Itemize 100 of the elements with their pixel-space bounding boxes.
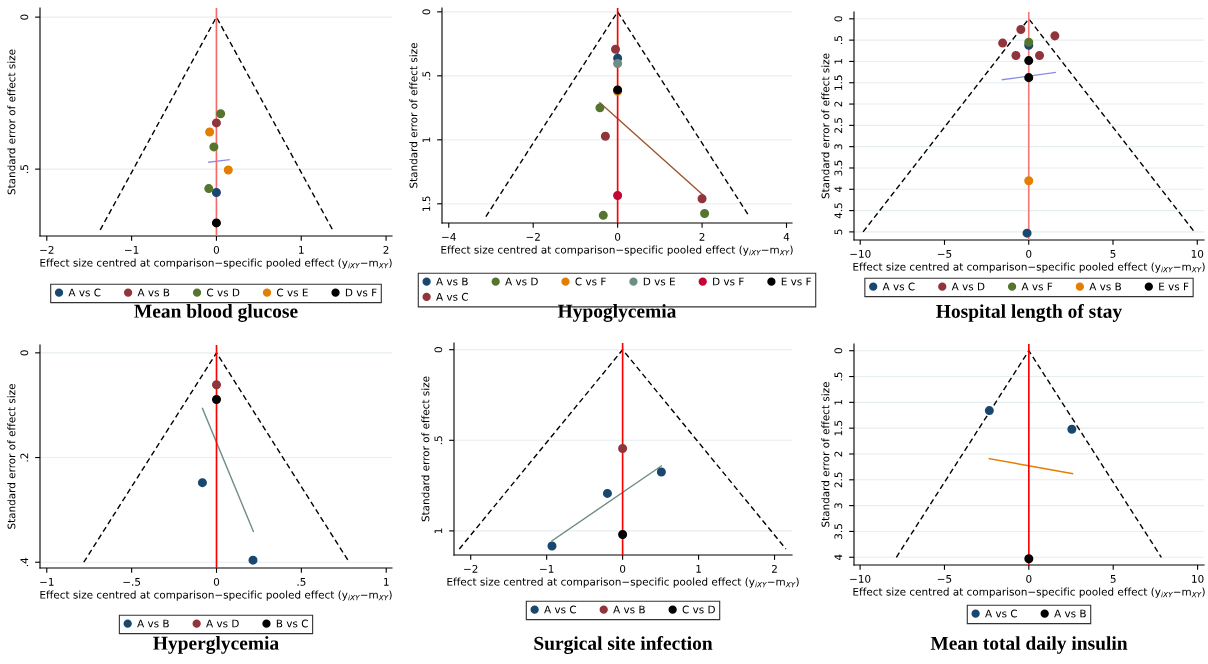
x-tick-label: −1 — [40, 578, 54, 586]
legend-label: C vs D — [682, 605, 715, 614]
x-tick-label: 0 — [1026, 574, 1032, 583]
x-tick-label: −10 — [850, 574, 871, 583]
x-axis-title: Effect size centred at comparison−specific pooled effect (y$_{iXY}$−m$_{XY}$) — [853, 262, 1205, 273]
x-tick-label: 0 — [213, 245, 220, 254]
legend-label: A vs B — [1089, 282, 1121, 291]
x-tick-label: 2 — [383, 245, 389, 254]
x-axis-title: Effect size centred at comparison−specific pooled effect (y$_{iXY}$−m$_{XY}$) — [40, 590, 392, 601]
text: Hospital length of stay — [936, 304, 1122, 322]
legend-label: A vs C — [985, 609, 1018, 618]
y-tick-label: 4 — [834, 186, 843, 193]
y-tick-label: 0 — [434, 347, 443, 353]
y-tick-label: .5 — [434, 436, 443, 445]
x-tick-label: −2 — [526, 232, 540, 241]
legend-label: C vs D — [207, 288, 240, 297]
y-tick-label: 4 — [834, 554, 843, 561]
y-tick-label: 1.5 — [834, 75, 843, 90]
x-tick-label: −5 — [937, 250, 952, 258]
y-axis-title: Standard error of effect size — [7, 384, 16, 529]
x-tick-label: 1 — [299, 246, 304, 254]
y-tick-label: .2 — [20, 453, 29, 462]
legend-label: C vs F — [575, 277, 606, 286]
y-tick-label: 1 — [434, 528, 443, 534]
y-tick-label: .5 — [834, 372, 843, 381]
y-tick-label: 2 — [834, 101, 843, 107]
x-tick-label: −2 — [40, 245, 54, 254]
x-tick-label: −1 — [540, 565, 554, 573]
y-axis-title: Standard error of effect size — [821, 382, 830, 527]
legend-label: A vs C — [68, 288, 101, 297]
x-tick-label: −1 — [125, 246, 139, 254]
text: Mean blood glucose — [134, 304, 298, 322]
legend-label: D vs F — [713, 277, 744, 286]
legend-label: E vs F — [1159, 282, 1189, 291]
y-tick-label: 0 — [20, 14, 29, 20]
x-tick-label: −2 — [464, 564, 478, 573]
y-tick-label: 0 — [834, 16, 843, 22]
y-axis-title: Standard error of effect size — [7, 49, 16, 195]
x-tick-label: 4 — [783, 233, 790, 241]
y-axis-title: Standard error of effect size — [409, 43, 418, 188]
x-tick-label: 0 — [619, 564, 626, 573]
x-tick-label: −4 — [442, 233, 456, 241]
legend-label: E vs F — [781, 277, 811, 286]
legend-label: A vs B — [613, 605, 645, 614]
text: Hyperglycemia — [153, 636, 279, 654]
x-tick-label: .5 — [297, 578, 306, 586]
legend-label: D vs E — [643, 277, 675, 286]
legend-label: A vs B — [137, 288, 170, 297]
x-tick-label: −.5 — [123, 578, 141, 586]
x-tick-label: 0 — [1026, 249, 1032, 258]
x-tick-label: 1 — [384, 578, 389, 586]
legend-label: D vs F — [345, 288, 377, 297]
y-tick-label: .5 — [20, 165, 29, 173]
x-tick-label: 1 — [696, 565, 701, 573]
y-tick-label: 3.5 — [834, 524, 843, 539]
legend-label: B vs C — [276, 619, 308, 628]
x-axis-title: Effect size centred at comparison−specific pooled effect (y$_{iXY}$−m$_{XY}$) — [441, 245, 793, 256]
y-tick-label: 1 — [834, 400, 843, 405]
y-tick-label: .5 — [834, 36, 843, 44]
y-tick-label: 3 — [834, 144, 843, 150]
y-axis-title: Standard error of effect size — [821, 53, 830, 199]
y-tick-label: 0 — [422, 9, 431, 15]
x-tick-label: 5 — [1110, 250, 1116, 258]
x-tick-label: 0 — [615, 232, 621, 241]
y-tick-label: 1 — [422, 137, 431, 142]
legend-label: A vs F — [1021, 282, 1053, 291]
x-tick-label: 5 — [1110, 575, 1116, 583]
x-tick-label: 10 — [1191, 249, 1204, 258]
legend-label: A vs D — [206, 619, 239, 628]
y-tick-label: 1.5 — [834, 420, 843, 436]
y-tick-label: 0 — [834, 348, 843, 354]
legend-label: C vs E — [276, 288, 308, 297]
y-tick-label: 3.5 — [834, 160, 843, 176]
legend-label: A vs B — [137, 619, 169, 628]
y-tick-label: 1.5 — [422, 196, 431, 211]
x-tick-label: −10 — [850, 249, 871, 258]
text: Surgical site infection — [534, 636, 713, 654]
x-tick-label: 0 — [213, 577, 220, 586]
legend-label: A vs B — [436, 277, 468, 286]
x-tick-label: 2 — [771, 564, 777, 573]
y-tick-label: 2.5 — [834, 472, 843, 488]
text: Mean total daily insulin — [930, 636, 1128, 654]
text: Hypoglycemia — [557, 304, 677, 322]
y-axis-title: Standard error of effect size — [421, 376, 430, 522]
y-tick-label: 0 — [20, 350, 29, 356]
y-tick-label: .4 — [20, 557, 29, 567]
y-tick-label: 3 — [834, 503, 843, 509]
legend-label: A vs D — [505, 277, 538, 286]
y-tick-label: 1 — [834, 59, 843, 64]
x-tick-label: −5 — [937, 575, 952, 583]
y-tick-label: 2 — [834, 451, 843, 457]
x-axis-title: Effect size centred at comparison−specific pooled effect (y$_{iXY}$−m$_{XY}$) — [447, 577, 799, 588]
legend-label: A vs B — [1054, 609, 1086, 618]
legend-label: A vs C — [544, 605, 577, 614]
legend-label: A vs D — [951, 282, 985, 291]
legend-label: A vs C — [436, 292, 469, 301]
x-axis-title: Effect size centred at comparison−specific pooled effect (y$_{iXY}$−m$_{XY}$) — [40, 258, 392, 269]
x-axis-title: Effect size centred at comparison−specific pooled effect (y$_{iXY}$−m$_{XY}$) — [853, 587, 1205, 598]
y-tick-label: .5 — [422, 71, 431, 80]
y-tick-label: 2.5 — [834, 117, 843, 133]
